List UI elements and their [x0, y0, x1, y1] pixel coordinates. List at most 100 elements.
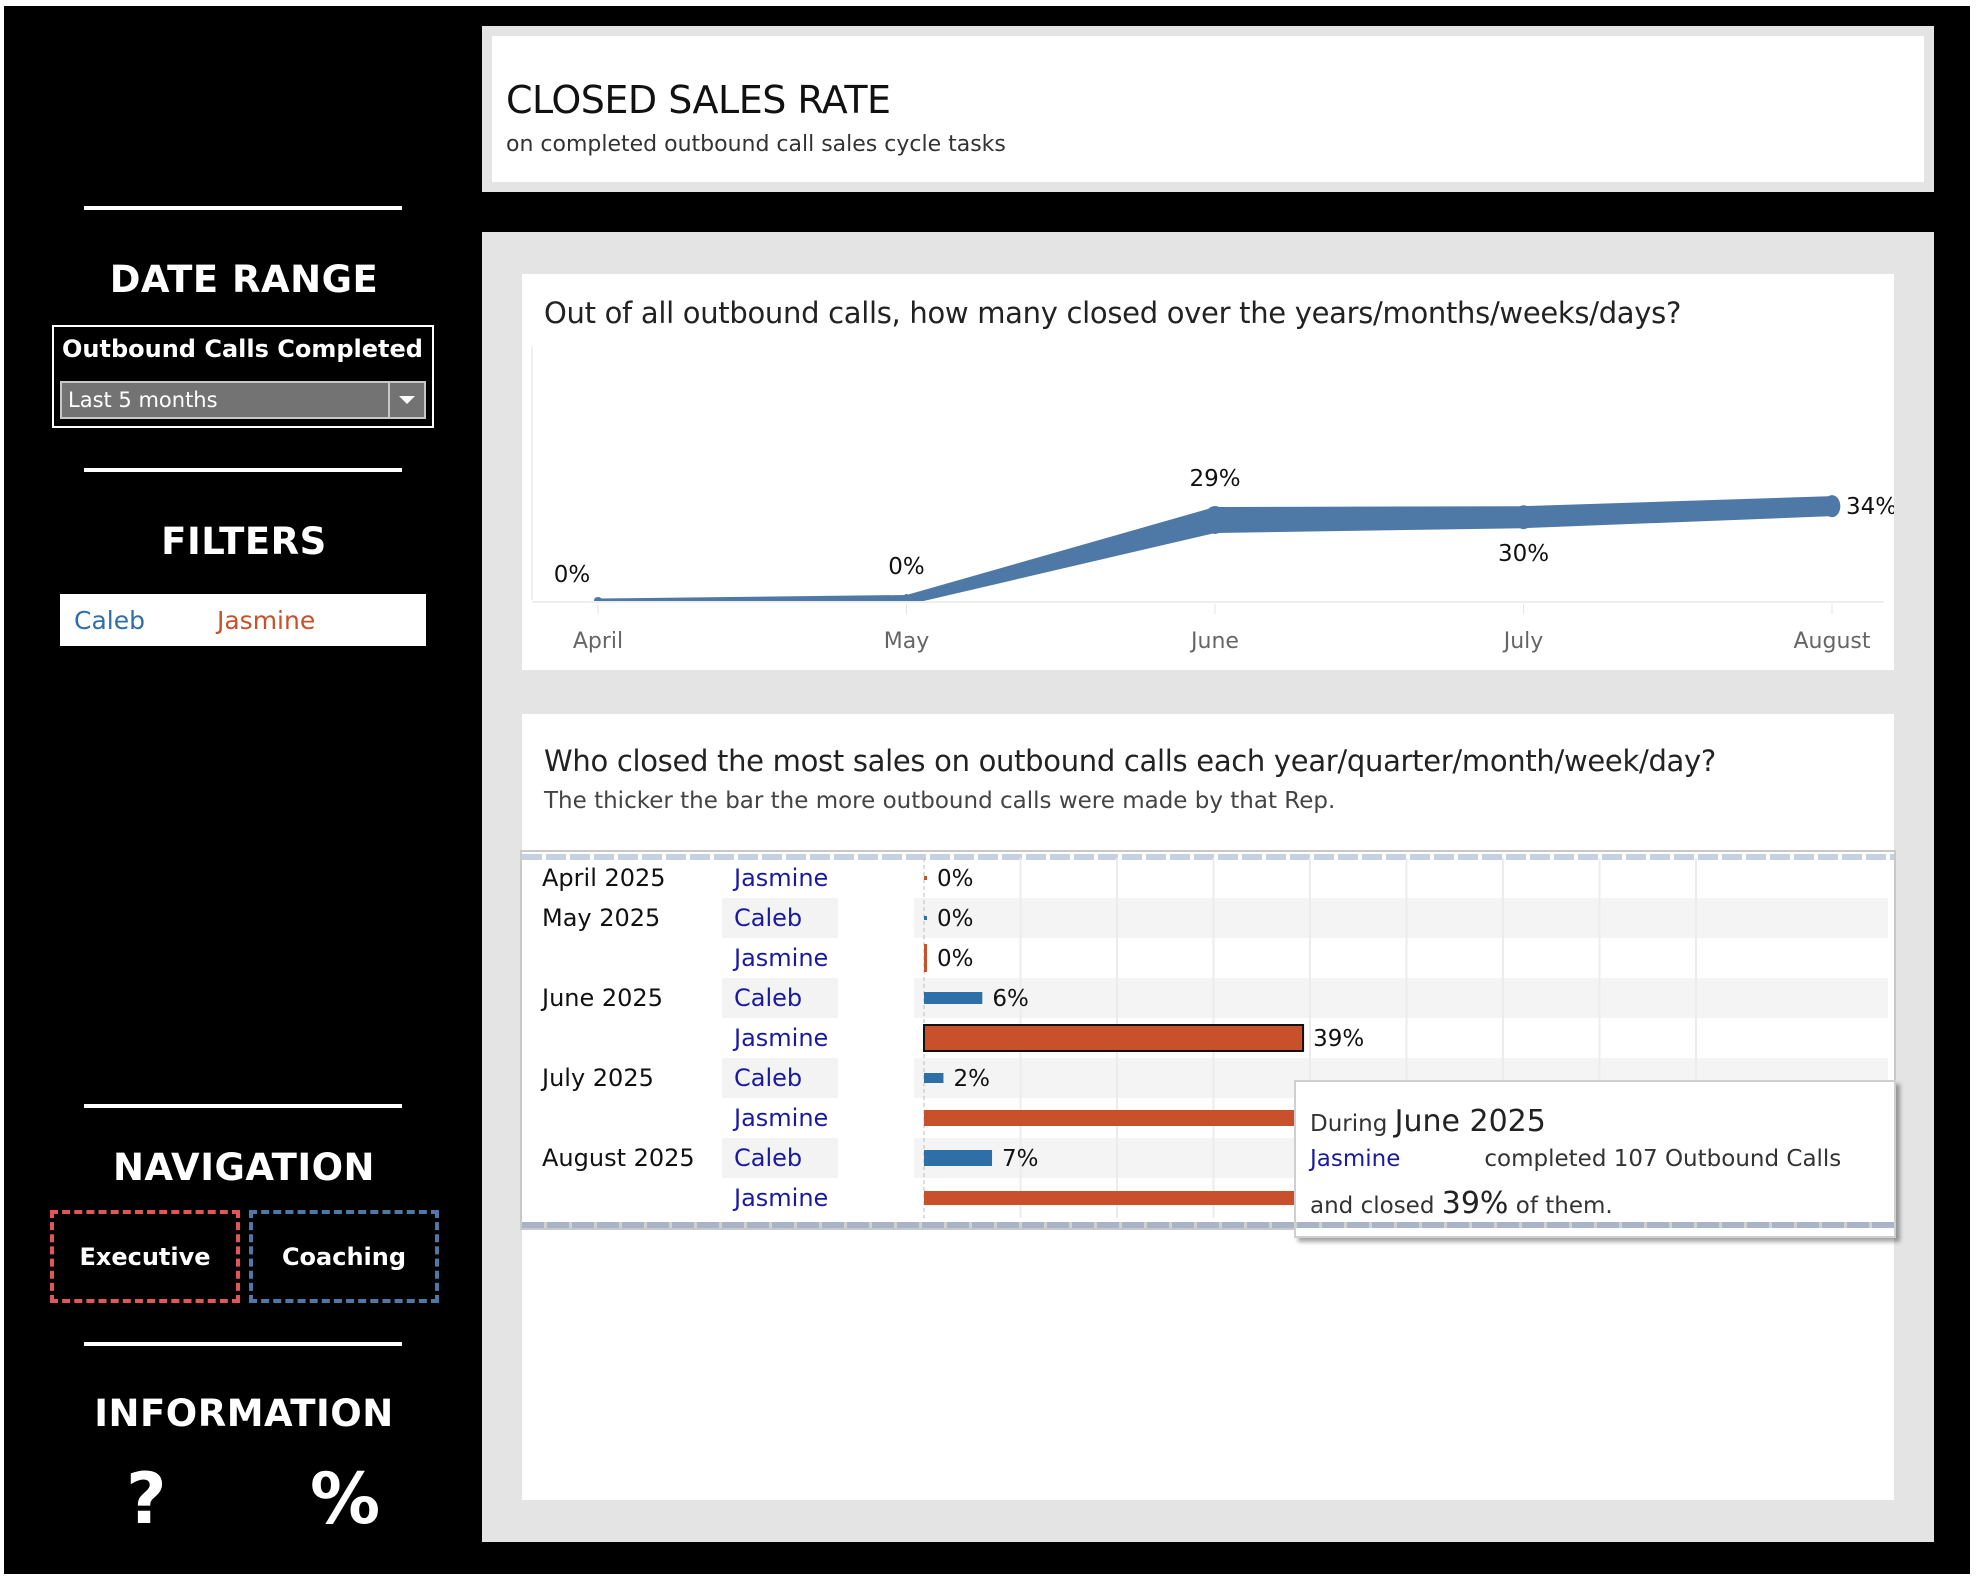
rep-label[interactable]: Caleb	[734, 1144, 802, 1172]
sidebar: DATE RANGE Outbound Calls Completed Last…	[4, 6, 484, 1574]
bar-chart-area: April 2025 Jasmine 0% May 2025 Caleb 0% Jasmin…	[520, 850, 1896, 1238]
x-tick-label: April	[573, 629, 623, 654]
row-band	[914, 898, 1888, 938]
bar-jasmine[interactable]	[924, 876, 927, 880]
divider	[84, 468, 402, 472]
row-band	[722, 1058, 838, 1098]
tooltip-prefix: During	[1310, 1111, 1388, 1137]
bar-value-label: 2%	[953, 1066, 990, 1092]
date-range-heading: DATE RANGE	[109, 258, 379, 301]
line-point[interactable]	[1204, 505, 1226, 534]
dashboard-frame: DATE RANGE Outbound Calls Completed Last…	[4, 6, 1970, 1574]
line-chart-title: Out of all outbound calls, how many clos…	[544, 296, 1682, 330]
bar-caleb[interactable]	[924, 1073, 944, 1083]
date-range-dropdown[interactable]: Last 5 months	[60, 381, 426, 419]
rep-label[interactable]: Caleb	[734, 984, 802, 1012]
date-range-value: Last 5 months	[68, 388, 218, 412]
bar-tooltip: During June 2025 Jasmine completed 107 Ou…	[1294, 1080, 1896, 1238]
line-chart: April May June July August 0% 0% 29% 30% 34%	[531, 346, 1894, 654]
bar-jasmine[interactable]	[924, 1110, 1296, 1126]
bar-chart-title: Who closed the most sales on outbound ca…	[544, 744, 1716, 778]
tooltip-closed-value: 39%	[1441, 1186, 1509, 1221]
tooltip-line-period: During June 2025	[1310, 1104, 1546, 1139]
rep-label[interactable]: Jasmine	[732, 1184, 828, 1212]
page-subtitle: on completed outbound call sales cycle t…	[506, 132, 1006, 157]
tooltip-rep: Jasmine	[1310, 1146, 1401, 1172]
bar-value-label: 6%	[992, 986, 1029, 1012]
bar-value-label: 39%	[1313, 1026, 1364, 1052]
data-label: 30%	[1498, 541, 1549, 567]
bar-caleb[interactable]	[924, 916, 927, 920]
bar-chart-subtitle: The thicker the bar the more outbound ca…	[544, 788, 1336, 814]
data-label: 0%	[888, 554, 925, 580]
bar-value-label: 0%	[937, 906, 974, 932]
period-label: August 2025	[542, 1144, 695, 1172]
filters-heading: FILTERS	[161, 520, 327, 563]
percent-icon[interactable]: %	[310, 1458, 381, 1540]
data-label: 29%	[1189, 466, 1240, 492]
bar-value-label: 7%	[1002, 1146, 1039, 1172]
rep-label[interactable]: Jasmine	[732, 1024, 828, 1052]
rep-filter-legend: Caleb Jasmine	[60, 594, 426, 646]
help-icon[interactable]: ?	[126, 1458, 167, 1540]
period-label: July 2025	[540, 1064, 654, 1092]
line-segment	[598, 595, 907, 601]
chevron-down-icon[interactable]	[388, 383, 424, 417]
tooltip-line-calls: Jasmine completed 107 Outbound Calls	[1310, 1146, 1841, 1172]
line-point[interactable]	[594, 597, 602, 603]
bar-jasmine[interactable]	[923, 1024, 1305, 1052]
coaching-button[interactable]: Coaching	[249, 1210, 439, 1303]
information-heading: INFORMATION	[94, 1392, 394, 1435]
tooltip-line-closed: and closed 39% of them.	[1310, 1186, 1613, 1221]
divider	[84, 1104, 402, 1108]
bar-value-label: 0%	[937, 946, 974, 972]
x-tick-label: July	[1502, 629, 1544, 654]
header-card: CLOSED SALES RATE on completed outbound …	[482, 26, 1934, 192]
bar-jasmine[interactable]	[924, 944, 927, 972]
line-segment	[1523, 496, 1832, 529]
line-segment	[906, 506, 1215, 601]
line-point[interactable]	[1823, 495, 1841, 518]
line-point[interactable]	[1514, 505, 1533, 530]
closed-rate-trend-card: Out of all outbound calls, how many clos…	[522, 274, 1894, 670]
line-series	[594, 495, 1841, 606]
x-tick-label: May	[884, 629, 929, 654]
main-panel: Out of all outbound calls, how many clos…	[482, 232, 1934, 1542]
divider	[84, 206, 402, 210]
header-inner: CLOSED SALES RATE on completed outbound …	[492, 36, 1924, 182]
tooltip-closed-suffix: of them.	[1515, 1193, 1613, 1219]
line-point[interactable]	[902, 594, 911, 606]
rep-label[interactable]: Jasmine	[732, 864, 828, 892]
navigation-heading: NAVIGATION	[112, 1146, 376, 1189]
bar-caleb[interactable]	[924, 992, 983, 1004]
bar-jasmine[interactable]	[924, 1191, 1296, 1205]
bar-value-label: 0%	[937, 866, 974, 892]
executive-button[interactable]: Executive	[50, 1210, 240, 1303]
line-segment	[1215, 506, 1524, 533]
tooltip-closed-prefix: and closed	[1310, 1193, 1435, 1219]
tooltip-calls: completed 107 Outbound Calls	[1484, 1146, 1842, 1172]
rep-label[interactable]: Caleb	[734, 904, 802, 932]
period-label: April 2025	[542, 864, 666, 892]
period-label: June 2025	[540, 984, 663, 1012]
bar-caleb[interactable]	[924, 1150, 993, 1166]
data-label: 34%	[1846, 494, 1894, 520]
data-label: 0%	[554, 562, 591, 588]
tooltip-period: June 2025	[1394, 1104, 1546, 1139]
row-band	[914, 978, 1888, 1018]
rep-label[interactable]: Jasmine	[732, 1104, 828, 1132]
period-label: May 2025	[542, 904, 660, 932]
rep-label[interactable]: Jasmine	[732, 944, 828, 972]
row-band	[722, 1138, 838, 1178]
page-title: CLOSED SALES RATE	[506, 78, 891, 122]
row-band	[722, 978, 838, 1018]
date-range-filter: Outbound Calls Completed Last 5 months	[52, 325, 434, 428]
x-tick-label: August	[1794, 629, 1871, 654]
filter-caleb[interactable]: Caleb	[74, 605, 145, 635]
x-tick-label: June	[1189, 629, 1239, 654]
row-band	[722, 898, 838, 938]
filter-jasmine[interactable]: Jasmine	[216, 605, 316, 635]
divider	[84, 1342, 402, 1346]
rep-label[interactable]: Caleb	[734, 1064, 802, 1092]
date-range-label: Outbound Calls Completed	[62, 335, 423, 363]
